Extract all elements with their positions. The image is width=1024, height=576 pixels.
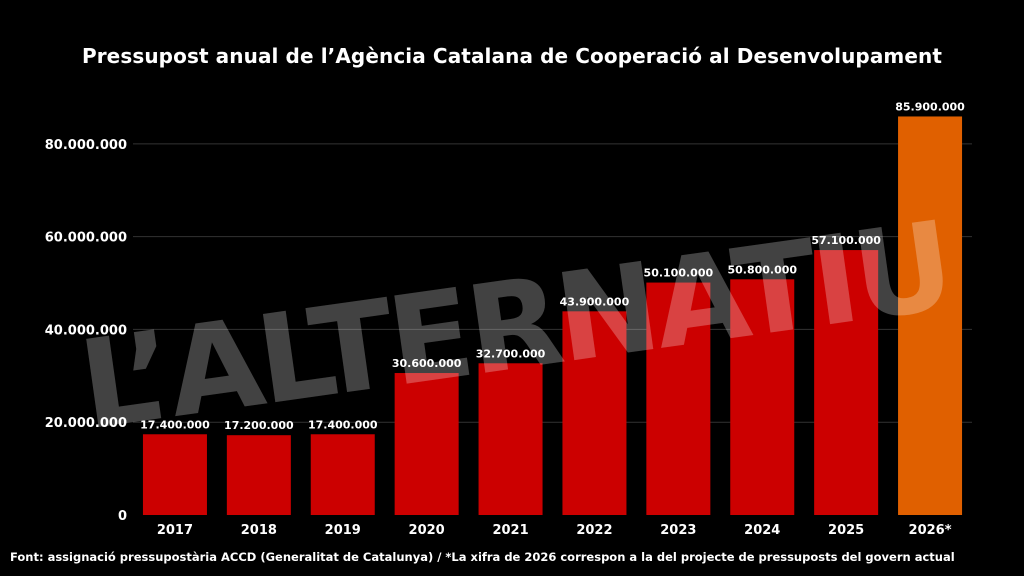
bar: [310, 434, 375, 515]
bar-value-label: 50.100.000: [644, 267, 714, 280]
chart-title: Pressupost anual de l’Agència Catalana d…: [81, 44, 943, 68]
bar: [142, 434, 207, 515]
x-tick-label: 2026*: [909, 523, 952, 538]
bar-value-label: 43.900.000: [560, 295, 630, 308]
bar-value-label: 57.100.000: [811, 234, 881, 247]
x-tick-label: 2024: [744, 523, 780, 538]
y-axis-ticks: 0 20.000.000 40.000.000 60.000.000 80.000.00…: [45, 138, 127, 524]
x-tick-label: 2021: [492, 523, 528, 538]
bar-value-label: 17.400.000: [308, 418, 378, 431]
x-tick-label: 2023: [660, 523, 696, 538]
x-axis-ticks: 2017 2018 2019 2020 2021 2022 2023 2024 2025 2026…: [157, 523, 952, 538]
y-tick-label: 20.000.000: [45, 416, 127, 431]
x-tick-label: 2022: [576, 523, 612, 538]
bar: [562, 311, 627, 515]
bar-value-label: 50.800.000: [727, 263, 797, 276]
y-tick-label: 80.000.000: [45, 138, 127, 153]
bar: [478, 363, 543, 515]
bar: [394, 373, 459, 515]
bars: [142, 116, 963, 515]
x-tick-label: 2020: [409, 523, 445, 538]
y-tick-label: 60.000.000: [45, 231, 127, 246]
bar-value-label: 17.200.000: [224, 419, 294, 432]
bar: [814, 250, 879, 515]
bar-value-label: 85.900.000: [895, 100, 965, 113]
bar-value-label: 32.700.000: [476, 347, 546, 360]
x-tick-label: 2017: [157, 523, 193, 538]
bar: [898, 116, 963, 515]
bar: [646, 282, 711, 515]
bar-value-label: 17.400.000: [140, 418, 210, 431]
x-tick-label: 2025: [828, 523, 864, 538]
source-note: Font: assignació pressupostària ACCD (Ge…: [10, 550, 955, 564]
x-tick-label: 2019: [325, 523, 361, 538]
bar: [730, 279, 795, 515]
bar-value-label: 30.600.000: [392, 357, 462, 370]
y-tick-label: 0: [118, 509, 127, 524]
bar-value-labels: 17.400.000 17.200.000 17.400.000 30.600.000…: [140, 100, 965, 432]
y-tick-label: 40.000.000: [45, 323, 127, 338]
bar: [226, 435, 291, 515]
x-tick-label: 2018: [241, 523, 277, 538]
